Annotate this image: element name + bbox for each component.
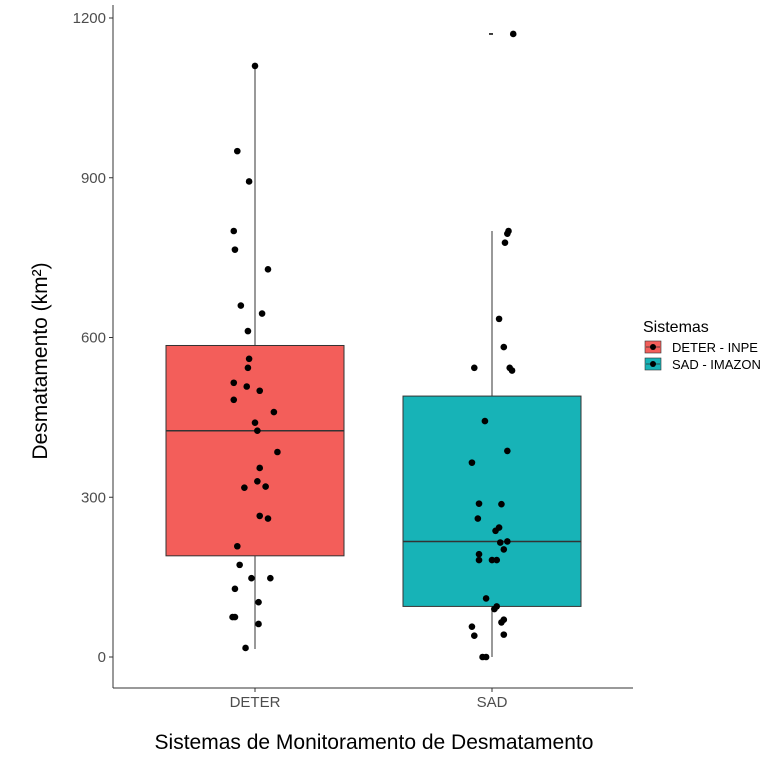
data-point — [482, 595, 490, 602]
tick-labels: 0 300 600 900 1200 DETER SAD — [73, 10, 508, 711]
x-tick-label: SAD — [477, 694, 508, 711]
y-tick-label: 300 — [81, 489, 106, 506]
data-point — [254, 477, 261, 485]
data-point — [488, 556, 496, 564]
legend: Sistemas DETER - INPE SAD - IMAZON — [643, 319, 761, 372]
data-point — [248, 574, 255, 582]
data-point — [474, 515, 482, 522]
data-point — [264, 515, 272, 522]
y-tick-label: 1200 — [73, 10, 106, 27]
data-point — [468, 623, 476, 630]
data-point — [230, 227, 238, 235]
data-point — [255, 620, 262, 628]
data-point — [500, 343, 508, 351]
data-point — [256, 512, 264, 520]
data-point — [262, 483, 269, 490]
data-point — [230, 379, 238, 387]
data-point — [254, 427, 261, 434]
data-point — [251, 419, 259, 427]
data-point — [234, 542, 241, 550]
data-point — [242, 644, 249, 652]
data-point — [230, 396, 238, 404]
boxes — [165, 33, 582, 657]
data-point — [475, 500, 483, 507]
data-point — [504, 230, 511, 237]
data-point — [258, 310, 266, 317]
legend-key-point — [650, 344, 656, 350]
data-point — [251, 62, 259, 70]
data-point — [237, 302, 245, 309]
data-point — [267, 574, 274, 582]
data-point — [229, 613, 236, 621]
data-point — [244, 327, 252, 335]
data-point — [236, 561, 243, 569]
data-point — [231, 246, 239, 253]
box-deter — [165, 344, 345, 557]
data-point — [256, 464, 264, 472]
data-point — [493, 556, 501, 564]
y-axis-title: Desmatamento (km²) — [29, 262, 52, 459]
x-axis-title: Sistemas de Monitoramento de Desmatament… — [155, 731, 594, 754]
data-point — [508, 367, 516, 374]
data-point — [509, 30, 517, 38]
data-point — [495, 315, 503, 323]
data-point — [500, 546, 508, 553]
data-point — [231, 585, 239, 593]
data-point — [475, 556, 483, 564]
data-point — [468, 459, 476, 466]
y-tick-label: 0 — [98, 649, 106, 666]
data-point — [496, 539, 504, 546]
data-point — [234, 147, 241, 155]
y-tick-label: 600 — [81, 330, 106, 347]
data-point — [274, 448, 281, 456]
axes — [109, 5, 633, 692]
data-point — [504, 447, 511, 455]
data-point — [482, 653, 490, 661]
data-point — [270, 408, 278, 416]
legend-title: Sistemas — [643, 319, 709, 336]
y-tick-label: 900 — [81, 170, 106, 187]
data-point — [498, 619, 505, 626]
data-point — [491, 605, 498, 613]
data-point — [501, 239, 509, 247]
data-point — [471, 632, 478, 639]
data-point — [264, 266, 272, 273]
data-point — [504, 538, 511, 545]
data-point — [245, 178, 253, 185]
data-points — [229, 30, 517, 661]
data-point — [471, 364, 478, 372]
data-point — [475, 550, 483, 558]
legend-label: DETER - INPE — [672, 340, 758, 355]
data-point — [492, 527, 499, 535]
data-point — [243, 383, 251, 390]
data-point — [245, 355, 253, 363]
legend-key-point — [650, 361, 656, 367]
data-point — [241, 484, 248, 491]
data-point — [500, 631, 508, 638]
data-point — [244, 364, 252, 372]
data-point — [256, 387, 264, 395]
legend-label: SAD - IMAZON — [672, 357, 761, 372]
x-tick-label: DETER — [230, 694, 281, 711]
data-point — [255, 598, 262, 606]
data-point — [498, 500, 505, 508]
data-point — [481, 417, 489, 425]
box-sad — [402, 395, 582, 607]
